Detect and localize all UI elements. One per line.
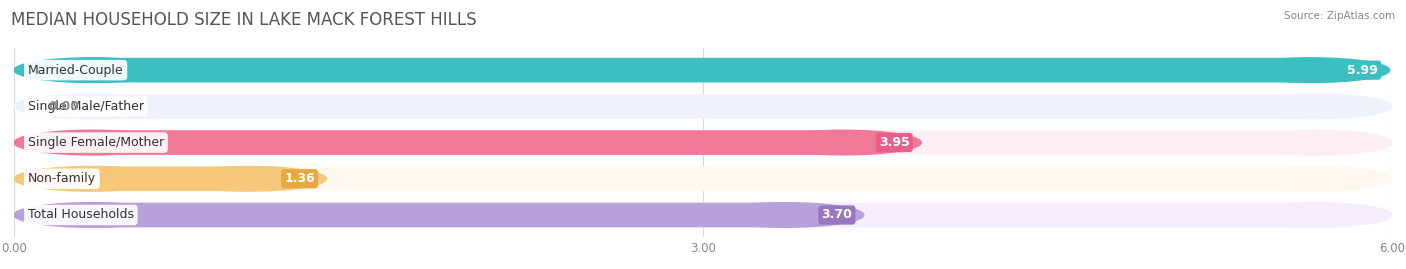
FancyBboxPatch shape [93,58,1312,83]
Circle shape [14,203,170,227]
Circle shape [14,130,170,155]
FancyBboxPatch shape [93,167,1313,191]
FancyBboxPatch shape [93,58,1313,83]
Text: 0.00: 0.00 [48,100,80,113]
Circle shape [1236,94,1392,119]
Text: 1.36: 1.36 [284,172,315,185]
Circle shape [14,130,170,155]
Circle shape [14,58,170,83]
Text: Single Male/Father: Single Male/Father [28,100,143,113]
FancyBboxPatch shape [93,130,844,155]
Text: 3.70: 3.70 [821,208,852,221]
Circle shape [14,203,170,227]
FancyBboxPatch shape [93,94,1313,119]
Text: Non-family: Non-family [28,172,96,185]
Circle shape [1236,58,1392,83]
Text: 5.99: 5.99 [1347,64,1378,77]
Text: MEDIAN HOUSEHOLD SIZE IN LAKE MACK FOREST HILLS: MEDIAN HOUSEHOLD SIZE IN LAKE MACK FORES… [11,11,477,29]
Text: 3.95: 3.95 [879,136,910,149]
Text: Married-Couple: Married-Couple [28,64,124,77]
Circle shape [1236,203,1392,227]
Circle shape [170,167,326,191]
FancyBboxPatch shape [93,130,1313,155]
Circle shape [1233,58,1389,83]
Text: Source: ZipAtlas.com: Source: ZipAtlas.com [1284,11,1395,21]
Circle shape [707,203,863,227]
Circle shape [14,167,170,191]
Circle shape [765,130,921,155]
Circle shape [14,167,170,191]
Circle shape [1236,130,1392,155]
Circle shape [14,94,170,119]
FancyBboxPatch shape [93,203,786,227]
Text: Total Households: Total Households [28,208,134,221]
Circle shape [14,58,170,83]
Circle shape [1236,167,1392,191]
FancyBboxPatch shape [93,167,249,191]
Text: Single Female/Mother: Single Female/Mother [28,136,165,149]
FancyBboxPatch shape [93,203,1313,227]
